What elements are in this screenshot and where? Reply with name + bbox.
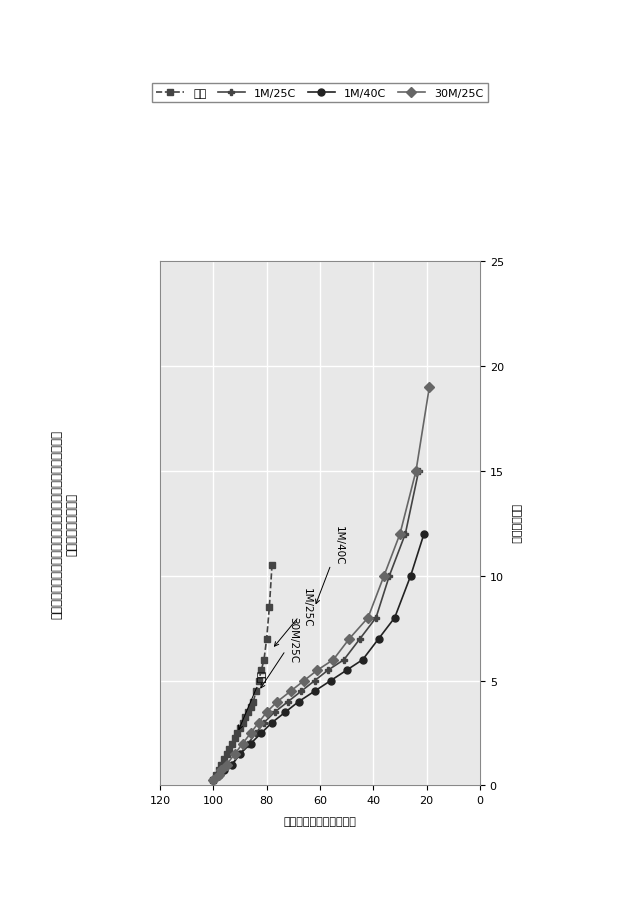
Legend: 最初, 1M/25C, 1M/40C, 30M/25C: 最初, 1M/25C, 1M/40C, 30M/25C bbox=[152, 84, 488, 103]
Text: 最初: 最初 bbox=[239, 670, 266, 730]
Text: ゼラチンまたはＨＰＭＣ中の製剤１０４、６０ｍｇカプセル
の溶解プロファイル: ゼラチンまたはＨＰＭＣ中の製剤１０４、６０ｍｇカプセル の溶解プロファイル bbox=[50, 429, 78, 619]
X-axis label: （％）　用剤体溶累積薬: （％） 用剤体溶累積薬 bbox=[284, 816, 356, 826]
Y-axis label: 時間（時間）: 時間（時間） bbox=[511, 504, 520, 544]
Text: 1M/40C: 1M/40C bbox=[316, 525, 344, 604]
Text: 30M/25C: 30M/25C bbox=[260, 616, 298, 688]
Text: 1M/25C: 1M/25C bbox=[275, 588, 312, 647]
